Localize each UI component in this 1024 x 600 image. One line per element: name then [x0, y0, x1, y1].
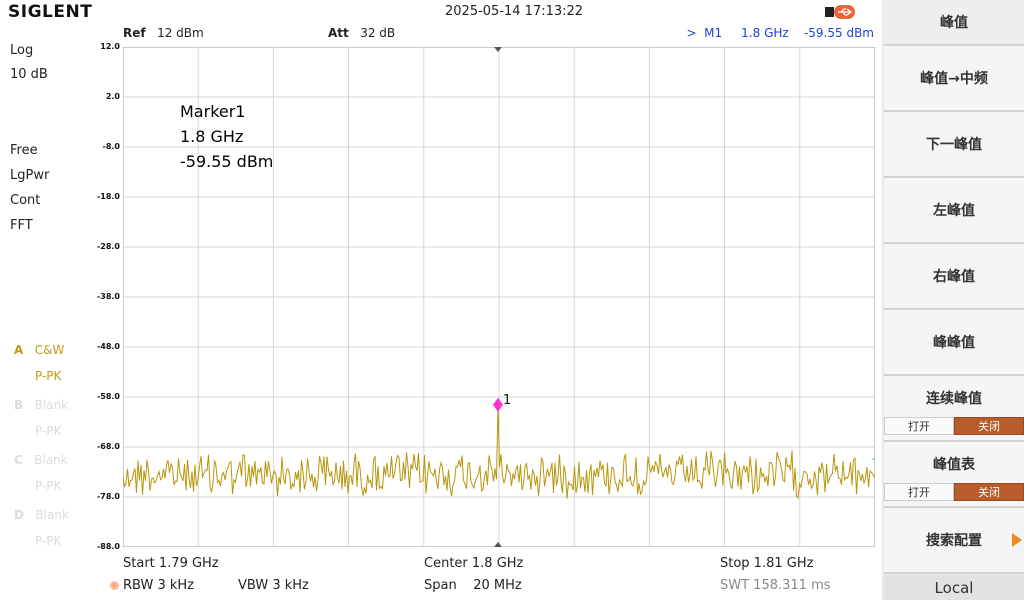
y-tick-label: -68.0 [96, 442, 120, 451]
stop-freq: Stop 1.81 GHz [720, 556, 814, 571]
trace-mode: C&W [34, 343, 65, 357]
avg-type: LgPwr [10, 168, 50, 183]
center-bottom-indicator [494, 542, 502, 547]
peak-peak-button[interactable]: 峰峰值 [884, 310, 1024, 376]
y-tick-label: -58.0 [96, 392, 120, 401]
scale-type: Log [10, 43, 34, 58]
continuous-peak-toggle[interactable]: 打开 关闭 [884, 417, 1024, 435]
peak-table-on-option[interactable]: 打开 [884, 483, 954, 501]
trace-end-marker: + [871, 452, 875, 466]
y-tick-label: 12.0 [100, 42, 120, 51]
peak-table-label: 峰值表 [933, 457, 975, 473]
sweep-time: SWT 158.311 ms [720, 578, 831, 593]
scale-div: 10 dB [10, 67, 48, 82]
y-tick-label: -8.0 [102, 142, 121, 151]
trace-mode: Blank [34, 453, 68, 467]
span: Span 20 MHz [424, 578, 522, 593]
trace-letter: B [14, 398, 24, 412]
trace-d[interactable]: D Blank [14, 508, 69, 522]
sweep-mode: Cont [10, 193, 41, 208]
vbw: VBW 3 kHz [238, 578, 309, 593]
y-tick-label: -48.0 [96, 342, 120, 351]
plot-grid [123, 47, 875, 547]
peak-table-toggle[interactable]: 打开 关闭 [884, 483, 1024, 501]
start-freq: Start 1.79 GHz [123, 556, 219, 571]
marker-1-label: 1 [503, 393, 511, 408]
trace-c-detector: P-PK [35, 479, 62, 493]
center-freq: Center 1.8 GHz [424, 556, 524, 571]
datetime: 2025-05-14 17:13:22 [445, 4, 584, 19]
marker-box-freq: 1.8 GHz [180, 127, 244, 146]
y-tick-label: -78.0 [96, 492, 120, 501]
right-peak-button[interactable]: 右峰值 [884, 244, 1024, 310]
ref-level: Ref 12 dBm [123, 26, 204, 40]
att-label: Att [328, 26, 349, 40]
menu-title: 峰值 [884, 0, 1024, 46]
attenuation: Att 32 dB [328, 26, 395, 40]
trace-a-detector: P-PK [35, 369, 62, 383]
search-config-label: 搜索配置 [926, 533, 982, 549]
marker-box-name: Marker1 [180, 102, 246, 121]
peak-table-off-option[interactable]: 关闭 [954, 483, 1024, 501]
continuous-peak-off-option[interactable]: 关闭 [954, 417, 1024, 435]
submenu-arrow-icon [1012, 533, 1022, 547]
y-tick-label: 2.0 [105, 92, 120, 101]
ref-value: 12 dBm [157, 26, 204, 40]
trigger-mode: Free [10, 143, 38, 158]
next-peak-button[interactable]: 下一峰值 [884, 112, 1024, 178]
trace-d-detector: P-PK [35, 534, 62, 548]
att-value: 32 dB [360, 26, 396, 40]
local-button[interactable]: Local [884, 575, 1024, 600]
y-tick-label: -38.0 [96, 292, 120, 301]
rbw-indicator-icon [110, 581, 119, 590]
trace-a[interactable]: A C&W [14, 343, 64, 357]
trace-c[interactable]: C Blank [14, 453, 68, 467]
trace-mode: Blank [35, 508, 69, 522]
sweep-type: FFT [10, 218, 33, 233]
marker-box-level: -59.55 dBm [180, 152, 274, 171]
ref-label: Ref [123, 26, 146, 40]
continuous-peak-on-option[interactable]: 打开 [884, 417, 954, 435]
marker-readout: > M1 1.8 GHz -59.55 dBm [686, 26, 874, 40]
y-tick-label: -18.0 [96, 192, 120, 201]
marker-1-icon[interactable] [493, 397, 503, 412]
softkey-menu: 峰值 峰值→中频 下一峰值 左峰值 右峰值 峰峰值 连续峰值 打开 关闭 峰值表… [882, 0, 1024, 600]
trace-b-detector: P-PK [35, 424, 62, 438]
trace-letter: C [14, 453, 23, 467]
search-config-button[interactable]: 搜索配置 [884, 508, 1024, 574]
center-top-indicator [494, 47, 502, 52]
continuous-peak-label: 连续峰值 [926, 391, 982, 407]
usb-icon [825, 5, 855, 19]
left-peak-button[interactable]: 左峰值 [884, 178, 1024, 244]
trace-b[interactable]: B Blank [14, 398, 68, 412]
y-tick-label: -88.0 [96, 542, 120, 551]
y-tick-label: -28.0 [96, 242, 120, 251]
peak-to-center-button[interactable]: 峰值→中频 [884, 46, 1024, 112]
rbw: RBW 3 kHz [123, 578, 195, 593]
trace-letter: A [14, 343, 24, 357]
trace-mode: Blank [34, 398, 69, 412]
trace-a-line [123, 404, 875, 500]
trace-letter: D [14, 508, 24, 522]
spectrum-plot[interactable]: + 1 [123, 47, 875, 547]
brand-logo: SIGLENT [8, 2, 93, 22]
